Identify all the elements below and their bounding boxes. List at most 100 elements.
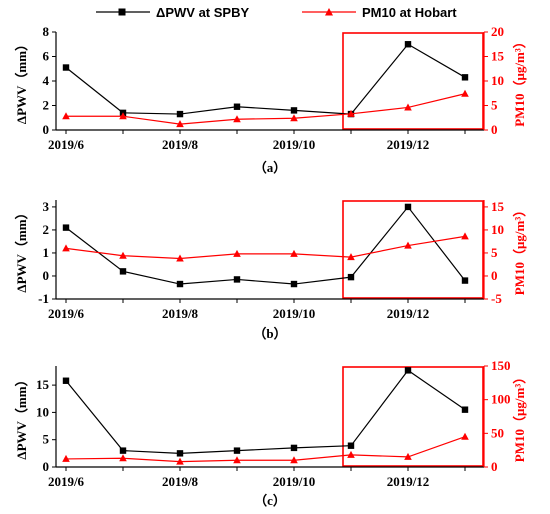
- x-tick-label: 2019/10: [273, 137, 316, 152]
- data-point-square: [176, 450, 184, 457]
- data-point-square: [176, 280, 184, 288]
- y-right-tick-label: 10: [491, 73, 504, 88]
- legend-marker-pm10: [325, 8, 333, 16]
- x-tick-label: 2019/10: [273, 306, 316, 321]
- y-right-tick-label: 5: [491, 98, 498, 113]
- data-point-square: [461, 406, 469, 413]
- data-point-triangle: [290, 249, 298, 257]
- data-point-triangle: [233, 115, 241, 123]
- data-point-triangle: [461, 89, 469, 97]
- data-point-square: [290, 444, 298, 452]
- data-point-triangle: [233, 249, 241, 257]
- x-tick-label: 2019/6: [48, 474, 85, 489]
- data-point-square: [461, 74, 469, 81]
- y-axis-label-left: ΔPWV（mm）: [14, 38, 29, 124]
- series-line-1: [65, 436, 466, 463]
- y-tick-label: 0: [43, 122, 50, 137]
- data-point-square: [404, 367, 412, 374]
- y-tick-label: 10: [36, 404, 49, 419]
- y-right-tick-label: -5: [491, 291, 502, 306]
- data-point-triangle: [347, 253, 355, 261]
- data-point-triangle: [347, 450, 355, 458]
- y-tick-label: 1: [43, 245, 50, 260]
- data-point-triangle: [119, 112, 127, 120]
- data-point-square: [347, 273, 355, 281]
- y-right-tick-label: 10: [491, 222, 504, 237]
- y-right-tick-label: 0: [491, 122, 498, 137]
- data-point-square: [233, 103, 241, 110]
- data-point-triangle: [461, 232, 469, 240]
- series-line-1: [65, 235, 466, 260]
- x-tick-label: 2019/6: [48, 306, 85, 321]
- x-tick-label: 2019/12: [387, 474, 430, 489]
- y-right-tick-label: 0: [491, 268, 498, 283]
- data-point-square: [119, 268, 127, 275]
- legend: ΔPWV at SPBY PM10 at Hobart: [96, 5, 457, 20]
- data-point-square: [62, 377, 70, 384]
- highlight-box: [342, 32, 484, 130]
- series-line-0: [65, 369, 466, 454]
- legend-marker-pwv: [118, 8, 126, 16]
- data-point-square: [404, 203, 412, 211]
- y-tick-label: 3: [43, 199, 50, 214]
- y-tick-label: 6: [43, 49, 50, 64]
- panel-label: （b）: [253, 326, 286, 341]
- series-line-0: [65, 43, 466, 115]
- series-line-1: [66, 93, 466, 125]
- y-right-tick-label: 150: [491, 358, 511, 373]
- data-point-triangle: [62, 454, 70, 462]
- y-tick-label: -1: [38, 291, 49, 306]
- y-right-tick-label: 100: [491, 392, 511, 407]
- data-point-square: [233, 447, 241, 454]
- data-point-square: [404, 41, 412, 48]
- data-point-square: [347, 442, 355, 449]
- y-tick-label: 0: [43, 459, 50, 474]
- data-point-triangle: [176, 457, 184, 465]
- x-tick-label: 2019/12: [387, 137, 430, 152]
- data-point-triangle: [119, 251, 127, 259]
- data-point-square: [461, 277, 469, 284]
- data-point-triangle: [290, 114, 298, 122]
- data-point-triangle: [404, 452, 412, 460]
- y-axis-label-right: PM10（μg/m³）: [512, 371, 527, 462]
- y-right-tick-label: 15: [491, 199, 505, 214]
- x-tick-label: 2019/8: [162, 306, 199, 321]
- y-axis-label-left: ΔPWV（mm）: [14, 206, 29, 292]
- y-tick-label: 2: [43, 98, 50, 113]
- data-point-triangle: [404, 103, 412, 111]
- y-tick-label: 15: [36, 377, 50, 392]
- chart-panel-1: -1 0 1 2 3 -5 0 5 10 15 2019/6 2019/8 2019/10 2019/12…: [14, 199, 527, 341]
- data-point-triangle: [290, 456, 298, 464]
- y-right-tick-label: 50: [491, 425, 504, 440]
- y-axis-label-right: PM10（μg/m³）: [512, 35, 527, 126]
- data-point-triangle: [62, 244, 70, 252]
- y-tick-label: 8: [43, 24, 50, 39]
- data-point-square: [176, 110, 184, 118]
- data-point-triangle: [176, 120, 184, 128]
- panel-label: （c）: [254, 493, 286, 508]
- y-tick-label: 5: [43, 432, 50, 447]
- y-right-tick-label: 5: [491, 245, 498, 260]
- y-tick-label: 2: [43, 222, 50, 237]
- data-point-square: [290, 107, 298, 114]
- data-point-triangle: [119, 454, 127, 462]
- data-point-square: [290, 280, 298, 288]
- y-tick-label: 0: [43, 268, 50, 283]
- x-tick-label: 2019/12: [387, 306, 430, 321]
- x-tick-label: 2019/10: [273, 474, 316, 489]
- data-point-triangle: [233, 456, 241, 464]
- legend-label-pm10: PM10 at Hobart: [362, 5, 457, 20]
- data-point-square: [119, 447, 127, 454]
- highlight-box: [342, 200, 484, 299]
- series-line-0: [65, 205, 466, 285]
- data-point-square: [233, 276, 241, 283]
- chart-panel-0: 0 2 4 6 8 0 5 10 15 20 2019/6 2019/8 2019/10 2019/12 Δ…: [14, 24, 527, 175]
- highlight-box: [342, 366, 484, 467]
- legend-label-pwv: ΔPWV at SPBY: [156, 5, 249, 20]
- x-tick-label: 2019/8: [162, 137, 199, 152]
- x-tick-label: 2019/8: [162, 474, 199, 489]
- y-right-tick-label: 15: [491, 49, 505, 64]
- data-point-triangle: [404, 241, 412, 249]
